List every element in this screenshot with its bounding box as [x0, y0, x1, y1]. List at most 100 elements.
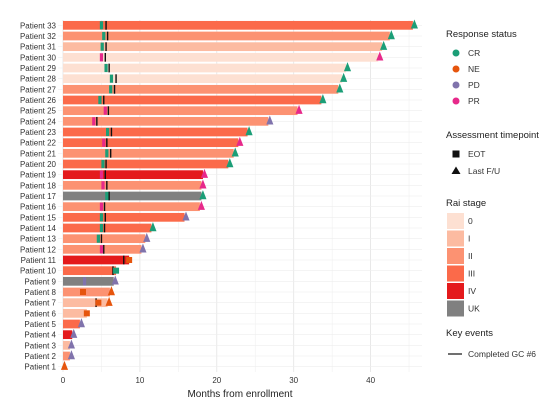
- end-marker-last-fu: [149, 222, 157, 232]
- patient-bar: [63, 255, 130, 265]
- patient-label: Patient 14: [20, 224, 57, 233]
- x-tick-label: 20: [212, 376, 221, 385]
- patient-bar: [63, 223, 152, 233]
- legend-rai-swatch: [447, 248, 464, 264]
- patient-bar: [63, 159, 229, 169]
- response-marker: [106, 127, 110, 137]
- patient-label: Patient 9: [24, 277, 56, 286]
- end-marker-last-fu: [236, 136, 244, 146]
- legend-timepoint-label: Last F/U: [468, 166, 500, 176]
- response-marker: [101, 181, 105, 190]
- patient-bar: [63, 63, 346, 73]
- patient-bar: [63, 20, 413, 30]
- legend-title: Rai stage: [446, 198, 486, 209]
- response-marker: [99, 202, 104, 211]
- patient-label: Patient 11: [21, 256, 57, 265]
- end-marker-eot: [113, 267, 120, 274]
- patient-label: Patient 5: [24, 320, 56, 329]
- end-marker-last-fu: [231, 147, 239, 157]
- patient-bar: [63, 84, 339, 94]
- patient-bar: [63, 319, 80, 329]
- legend-lastfu-swatch: [451, 166, 461, 174]
- response-marker: [79, 289, 86, 295]
- end-marker-last-fu: [70, 328, 78, 338]
- response-marker: [102, 138, 106, 147]
- response-marker: [95, 299, 102, 306]
- patient-bar: [63, 42, 383, 52]
- patient-label: Patient 20: [20, 160, 57, 169]
- legend-response-swatch: [452, 65, 460, 73]
- end-marker-last-fu: [77, 318, 85, 328]
- patient-bar: [63, 127, 248, 137]
- patient-label: Patient 8: [24, 288, 56, 297]
- x-axis: 0 10 20 30 40: [61, 376, 376, 385]
- response-marker: [109, 74, 114, 83]
- response-marker: [102, 31, 106, 41]
- legend-rai-label: IV: [468, 286, 476, 296]
- patient-label: Patient 15: [20, 213, 57, 222]
- patient-label: Patient 27: [20, 85, 57, 94]
- response-marker: [105, 149, 109, 158]
- legend-response-label: PD: [468, 80, 480, 90]
- legend-rai-label: II: [468, 251, 473, 261]
- patient-label: Patient 19: [20, 171, 57, 180]
- patient-label: Patient 24: [20, 117, 57, 126]
- response-marker: [99, 170, 104, 179]
- patient-label: Patient 3: [24, 341, 56, 350]
- end-marker-eot: [126, 257, 133, 263]
- end-marker-last-fu: [199, 190, 207, 200]
- x-axis-title: Months from enrollment: [187, 389, 292, 400]
- response-marker: [101, 159, 105, 169]
- end-marker-last-fu: [111, 275, 119, 285]
- x-tick-label: 0: [61, 376, 66, 385]
- patient-bar: [63, 170, 203, 180]
- response-marker: [99, 245, 104, 254]
- legend-response-swatch: [452, 81, 460, 89]
- patient-bar: [63, 276, 114, 286]
- end-marker-last-fu: [143, 232, 151, 242]
- patient-bar: [63, 266, 117, 276]
- patient-label: Patient 21: [20, 149, 57, 158]
- legend-response-label: CR: [468, 48, 480, 58]
- response-marker: [105, 191, 109, 201]
- x-tick-label: 40: [366, 376, 375, 385]
- patient-bar: [63, 202, 200, 212]
- end-marker-last-fu: [336, 83, 344, 93]
- patient-bar: [63, 287, 110, 297]
- end-marker-last-fu: [319, 94, 327, 104]
- response-marker: [99, 53, 104, 62]
- patient-bar: [63, 308, 87, 318]
- response-marker: [104, 63, 108, 73]
- patient-bar: [63, 351, 70, 361]
- end-marker-last-fu: [410, 19, 418, 29]
- patient-bar: [63, 148, 234, 158]
- response-marker: [100, 42, 104, 51]
- end-marker-last-fu: [343, 62, 352, 72]
- end-marker-last-fu: [182, 211, 190, 221]
- legend-title: Assessment timepoint: [446, 130, 539, 141]
- patient-bar: [63, 212, 185, 222]
- legend-rai-swatch: [447, 265, 464, 282]
- legend-rai-swatch: [447, 283, 464, 299]
- response-marker: [82, 277, 87, 286]
- end-marker-last-fu: [340, 72, 348, 82]
- patient-bar: [63, 330, 73, 340]
- patient-label: Patient 6: [24, 309, 56, 318]
- patient-bar: [63, 31, 390, 41]
- x-tick-label: 30: [289, 376, 298, 385]
- patient-label: Patient 32: [20, 32, 57, 41]
- patient-bar: [63, 138, 239, 148]
- response-marker: [103, 106, 107, 115]
- end-marker-last-fu: [245, 126, 253, 136]
- legend-rai-label: 0: [468, 216, 473, 226]
- patient-bar: [63, 191, 202, 201]
- legend-response-swatch: [452, 97, 460, 105]
- legend-rai-swatch: [447, 230, 464, 247]
- end-marker-last-fu: [266, 115, 274, 125]
- end-marker-last-fu: [226, 158, 234, 168]
- response-marker: [109, 85, 113, 94]
- legend-response-swatch: [452, 49, 460, 57]
- response-marker: [98, 95, 102, 105]
- end-marker-last-fu: [200, 168, 209, 178]
